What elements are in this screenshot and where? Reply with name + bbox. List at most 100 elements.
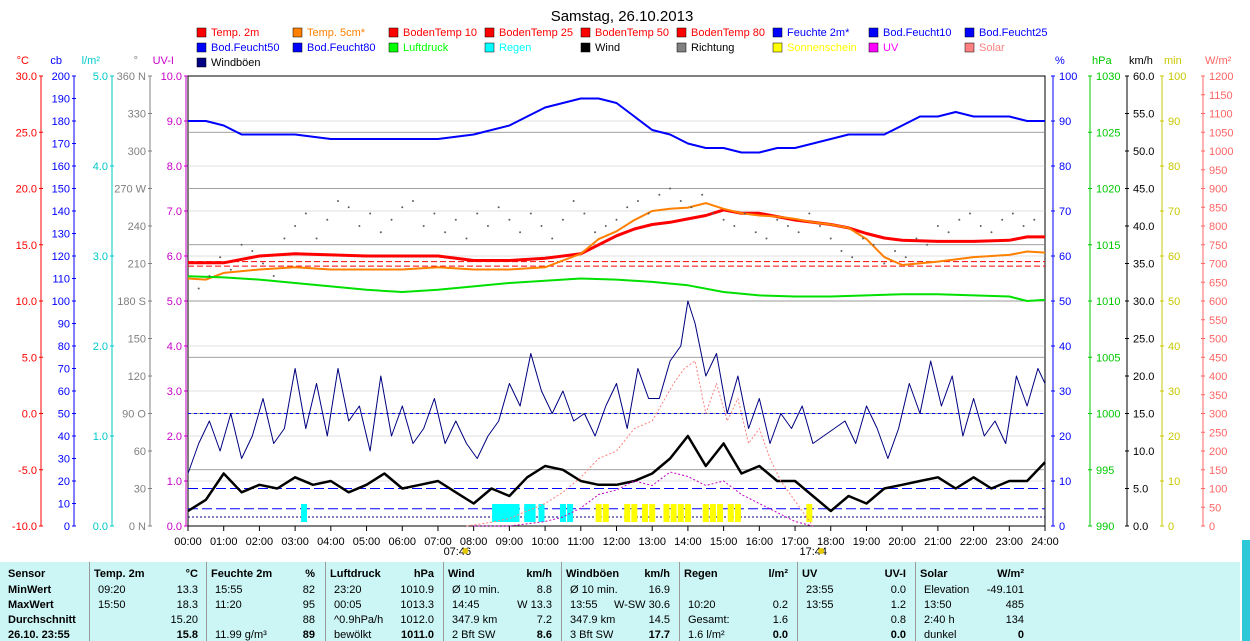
axis-tick-label: 60.0 xyxy=(1133,71,1154,83)
axis-tick-label: 60 xyxy=(1168,251,1180,263)
sonnenschein-bar xyxy=(709,504,716,522)
legend-swatch xyxy=(772,27,783,38)
stats-cell-time: 3 Bft SW xyxy=(570,629,614,641)
axis-tick-label: 300 xyxy=(1209,409,1227,421)
x-tick-label: 11:00 xyxy=(567,536,594,548)
axis-tick-label: 70 xyxy=(58,364,70,376)
legend-label: Feuchte 2m* xyxy=(787,27,850,39)
stats-header: Regen xyxy=(684,568,718,580)
axis-tick-label: 120 xyxy=(52,251,70,263)
stats-unit: UV-I xyxy=(884,568,906,580)
direction-point xyxy=(272,275,275,277)
direction-point xyxy=(594,231,597,234)
direction-point xyxy=(229,268,232,271)
x-tick-label: 05:00 xyxy=(353,536,381,548)
axis-tick-label: 50.0 xyxy=(1133,146,1154,158)
axis-tick-label: 0.0 xyxy=(93,521,108,533)
stats-cell-value: 0.0 xyxy=(772,629,788,641)
legend-swatch xyxy=(964,42,975,53)
stats-cell-value: 15.20 xyxy=(170,614,198,626)
direction-point xyxy=(872,243,875,246)
stats-cell-value: 1011.0 xyxy=(400,629,434,641)
axis-tick-label: 50 xyxy=(1209,502,1221,514)
legend-swatch xyxy=(388,42,399,53)
stats-cell-time: Gesamt: xyxy=(688,614,730,626)
direction-point xyxy=(454,218,457,221)
axis-tick-label: 140 xyxy=(52,206,70,218)
legend-label: Bod.Feucht10 xyxy=(883,27,952,39)
axis-tick-label: 25.0 xyxy=(16,127,37,139)
sonnenschein-bar xyxy=(642,504,649,522)
direction-point xyxy=(551,237,554,240)
stats-header: Sensor xyxy=(8,568,46,580)
scrollbar[interactable] xyxy=(1242,540,1250,641)
legend-swatch xyxy=(196,27,207,38)
direction-point xyxy=(1022,225,1025,227)
axis-tick-label: 100 xyxy=(1209,484,1227,496)
stats-cell-value: 14.5 xyxy=(648,614,670,626)
direction-point xyxy=(958,218,961,221)
direction-point xyxy=(979,225,982,227)
stats-header: UV xyxy=(802,568,818,580)
axis-tick-label: 0 xyxy=(1059,521,1065,533)
x-tick-label: 09:00 xyxy=(496,536,524,548)
axis-unit: W/m² xyxy=(1205,55,1232,67)
axis-tick-label: 20 xyxy=(1168,431,1180,443)
axis-tick-label: 180 S xyxy=(117,296,146,308)
stats-cell-time: 10:20 xyxy=(688,599,716,611)
axis-unit: ° xyxy=(134,55,138,67)
axis-tick-label: 40 xyxy=(58,431,70,443)
axis-tick-label: 6.0 xyxy=(167,251,182,263)
x-tick-label: 16:00 xyxy=(746,536,774,548)
axis-tick-label: 750 xyxy=(1209,240,1227,252)
stats-cell-value: W 13.3 xyxy=(517,599,552,611)
axis-tick-label: 10 xyxy=(1168,476,1180,488)
axis-tick-label: 90 xyxy=(1168,116,1180,128)
direction-point xyxy=(315,237,318,240)
direction-point xyxy=(722,218,725,221)
series-feuchte-2m- xyxy=(188,97,1045,154)
axes: °C 30.0 25.0 20.0 15.0 10.0 5.0 0.0 -5.0 -10.0 cb 2… xyxy=(12,55,1234,558)
axis-tick-label: 1000 xyxy=(1209,146,1233,158)
legend-swatch xyxy=(484,27,495,38)
axis-tick-label: 50 xyxy=(1168,296,1180,308)
regen-bar xyxy=(559,504,566,522)
series-temp-2m xyxy=(188,208,1045,265)
legend-swatch xyxy=(484,42,495,53)
axis-tick-label: 200 xyxy=(1209,446,1227,458)
direction-point xyxy=(294,225,297,227)
direction-point xyxy=(626,206,629,209)
direction-point xyxy=(711,212,714,215)
axis-tick-label: 20 xyxy=(1059,431,1071,443)
x-tick-label: 22:00 xyxy=(960,536,988,548)
direction-point xyxy=(583,212,586,215)
axis-tick-label: 1100 xyxy=(1209,109,1233,121)
stats-cell-value: 8.8 xyxy=(536,584,552,596)
legend-label: BodenTemp 10 xyxy=(403,27,477,39)
regen-bar xyxy=(492,504,499,522)
axis-tick-label: 170 xyxy=(52,139,70,151)
series-temp-5cm- xyxy=(187,202,1046,281)
direction-point xyxy=(347,206,350,209)
stats-unit: km/h xyxy=(644,568,670,580)
legend-swatch xyxy=(292,42,303,53)
x-tick-label: 15:00 xyxy=(710,536,738,548)
stats-header: Luftdruck xyxy=(330,568,381,580)
legend-swatch xyxy=(868,27,879,38)
direction-point xyxy=(261,262,264,265)
axis-tick-label: 7.0 xyxy=(167,206,182,218)
x-tick-label: 01:00 xyxy=(210,536,238,548)
x-tick-label: 07:00 xyxy=(424,536,452,548)
legend-label: Solar xyxy=(979,42,1005,54)
stats-unit: W/m² xyxy=(997,568,1024,580)
stats-cell-value: 1.6 xyxy=(772,614,788,626)
stats-cell-value: -49.101 xyxy=(986,584,1024,596)
x-tick-label: 23:00 xyxy=(996,536,1024,548)
direction-point xyxy=(1001,218,1004,221)
axis-tick-label: 30 xyxy=(58,454,70,466)
axis-tick-label: 40 xyxy=(1059,341,1071,353)
legend-label: BodenTemp 50 xyxy=(595,27,669,39)
sonnenschein-bar xyxy=(595,504,602,522)
regen-bar xyxy=(538,504,545,522)
stats-cell-time: dunkel xyxy=(924,629,957,641)
